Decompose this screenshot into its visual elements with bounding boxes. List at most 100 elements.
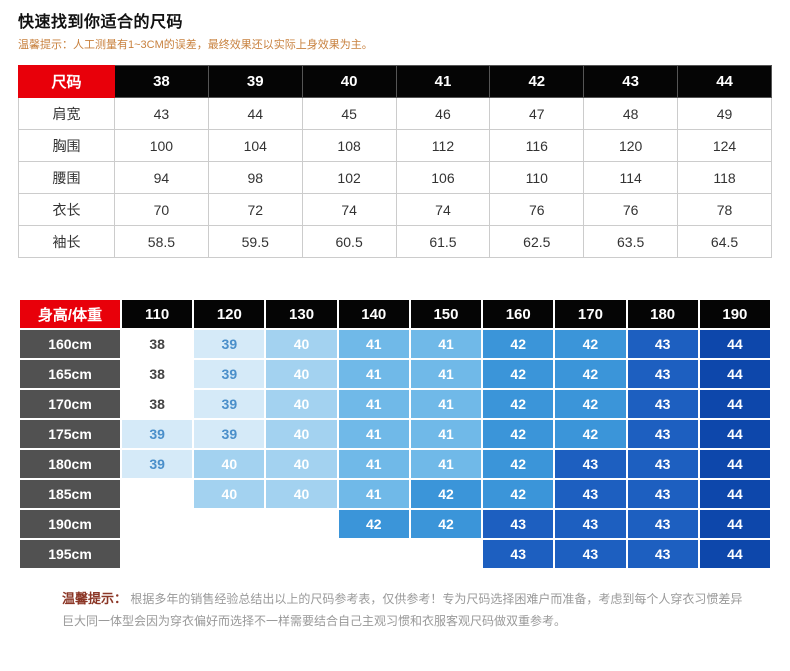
size-table-cell: 74 [301,193,397,226]
size-table-cell: 114 [583,161,679,194]
size-table-cell: 76 [489,193,585,226]
fit-matrix-cell: 42 [553,358,628,390]
fit-matrix-cell: 42 [481,418,556,450]
fit-matrix-cell: 41 [408,448,484,480]
fit-matrix-cell: 41 [336,478,411,510]
fit-matrix-cell: 43 [625,538,700,570]
size-table-column-header: 42 [489,65,585,98]
size-table-cell: 61.5 [395,225,491,258]
fit-matrix-cell: 44 [697,328,773,360]
size-table-cell: 64.5 [677,225,772,258]
fit-matrix-cell: 40 [264,358,339,390]
fit-matrix-cell [408,538,484,570]
fit-matrix-row: 185cm 40 40 41 42 42 43 43 44 [18,478,773,510]
fit-matrix-cell: 40 [264,478,339,510]
measurement-tip: 温馨提示：人工测量有1~3CM的误差，最终效果还以实际上身效果为主。 [18,39,373,51]
fit-matrix-cell: 43 [625,328,700,360]
size-table-cell: 59.5 [207,225,303,258]
fit-matrix-cell: 42 [408,508,484,540]
fit-matrix-cell: 42 [481,478,556,510]
fit-matrix-cell [336,538,411,570]
fit-matrix-cell: 40 [264,418,339,450]
fit-matrix-cell: 43 [625,448,700,480]
fit-matrix-cell: 44 [697,508,773,540]
fit-matrix-cell: 42 [481,328,556,360]
fit-matrix-cell: 40 [192,478,267,510]
size-table-column-header: 39 [207,65,303,98]
fit-matrix-row-label: 195cm [18,538,122,570]
size-table-cell: 106 [395,161,491,194]
fit-matrix-cell: 39 [119,448,195,480]
fit-matrix-cell: 41 [336,358,411,390]
fit-matrix-cell: 41 [408,328,484,360]
size-table-cell: 108 [301,129,397,162]
size-table-cell: 48 [583,97,679,130]
fit-matrix-cell: 41 [336,388,411,420]
size-table-row-label: 腰围 [18,161,115,194]
size-table-cell: 49 [677,97,772,130]
fit-matrix-cell: 42 [481,358,556,390]
size-table-cell: 116 [489,129,585,162]
fit-matrix-row-label: 175cm [18,418,122,450]
size-table-cell: 74 [395,193,491,226]
fit-matrix-cell: 41 [408,418,484,450]
fit-matrix-cell: 39 [192,418,267,450]
size-table-row: 袖长 58.5 59.5 60.5 61.5 62.5 63.5 64.5 [18,225,772,258]
size-table-column-header: 38 [114,65,209,98]
fit-matrix-cell [119,508,195,540]
fit-matrix-cell: 42 [336,508,411,540]
fit-matrix-cell: 44 [697,478,773,510]
fit-matrix-cell: 40 [264,328,339,360]
size-table-row-label: 袖长 [18,225,115,258]
size-table-cell: 120 [583,129,679,162]
fit-matrix-cell [119,478,195,510]
footer-note-label: 温馨提示： [62,591,128,606]
fit-matrix-cell: 44 [697,358,773,390]
fit-matrix-cell: 42 [553,418,628,450]
fit-matrix-row-label: 185cm [18,478,122,510]
fit-matrix-cell: 44 [697,418,773,450]
fit-matrix-cell: 38 [119,328,195,360]
fit-matrix-cell: 41 [336,418,411,450]
fit-matrix-cell: 43 [625,388,700,420]
footer-note: 温馨提示： 根据多年的销售经验总结出以上的尺码参考表，仅供参考！专为尺码选择困难… [62,588,754,632]
fit-matrix-row: 190cm 42 42 43 43 43 44 [18,508,773,540]
fit-matrix-cell: 41 [408,358,484,390]
size-table-cell: 62.5 [489,225,585,258]
size-table-row-label: 肩宽 [18,97,115,130]
size-table-cell: 58.5 [114,225,209,258]
fit-matrix-column-header: 140 [336,298,411,330]
fit-matrix-cell: 39 [192,328,267,360]
fit-matrix-cell: 43 [553,508,628,540]
page-title: 快速找到你适合的尺码 [18,14,184,31]
size-table-row: 肩宽 43 44 45 46 47 48 49 [18,97,772,130]
fit-matrix-cell [192,538,267,570]
fit-matrix-cell [192,508,267,540]
size-table-cell: 60.5 [301,225,397,258]
fit-matrix-column-header: 150 [408,298,484,330]
fit-matrix-column-header: 120 [192,298,267,330]
fit-matrix-cell: 38 [119,388,195,420]
fit-matrix-column-header: 110 [119,298,195,330]
fit-matrix-column-header: 160 [481,298,556,330]
fit-matrix-row: 175cm 39 39 40 41 41 42 42 43 44 [18,418,773,450]
fit-matrix-cell: 42 [553,388,628,420]
fit-matrix-cell: 39 [192,388,267,420]
size-table-corner-header: 尺码 [18,65,115,98]
fit-matrix-cell: 39 [192,358,267,390]
size-table-cell: 78 [677,193,772,226]
fit-matrix-row: 170cm 38 39 40 41 41 42 42 43 44 [18,388,773,420]
size-table-cell: 118 [677,161,772,194]
size-table-cell: 45 [301,97,397,130]
size-table-cell: 104 [207,129,303,162]
size-table-cell: 100 [114,129,209,162]
fit-matrix-cell: 44 [697,388,773,420]
size-table-cell: 124 [677,129,772,162]
size-table-row-label: 胸围 [18,129,115,162]
size-table-row: 衣长 70 72 74 74 76 76 78 [18,193,772,226]
fit-matrix-cell: 41 [408,388,484,420]
fit-matrix-cell: 41 [336,448,411,480]
fit-matrix-cell [119,538,195,570]
size-table-cell: 98 [207,161,303,194]
fit-matrix-cell: 43 [553,478,628,510]
